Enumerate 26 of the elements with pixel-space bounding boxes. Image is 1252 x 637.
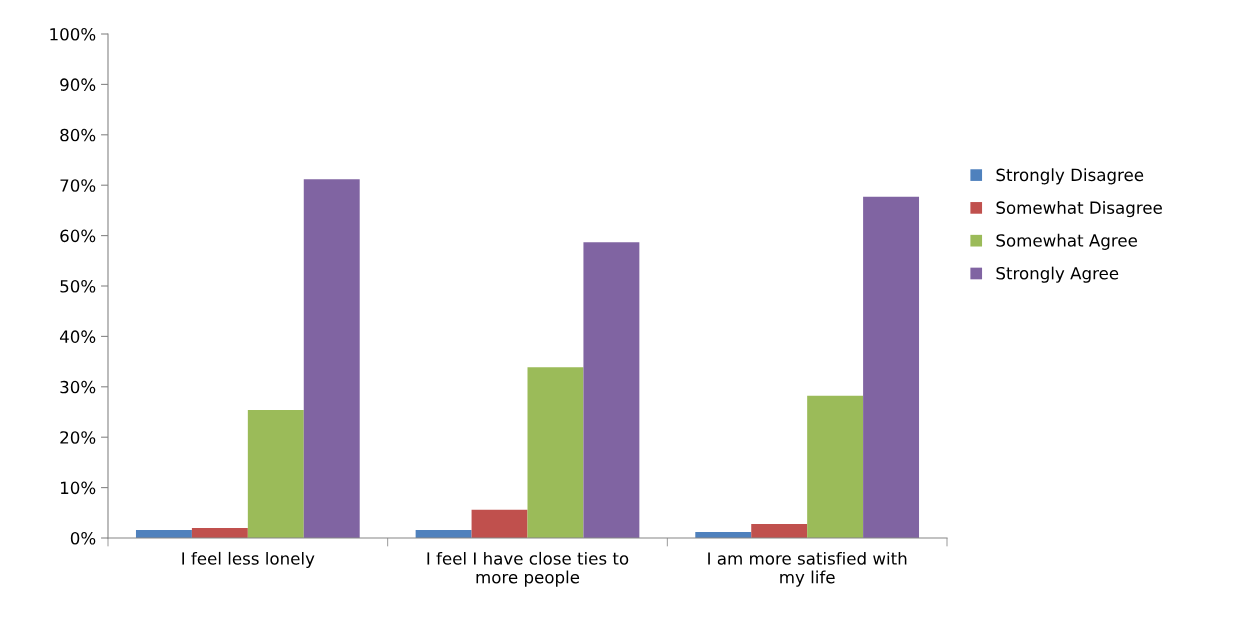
x-tick-label: I am more satisfied with my life [708, 551, 907, 587]
legend-label: Somewhat Disagree [996, 201, 1162, 218]
legend-label: Somewhat Agree [996, 233, 1137, 250]
x-tick-label: I feel less lonely [182, 551, 315, 569]
y-tick-label: 20% [60, 431, 96, 444]
bar [247, 409, 304, 538]
bar [471, 509, 528, 538]
y-tick-label: 60% [60, 229, 96, 243]
y-tick-label: 0% [70, 531, 96, 545]
x-tick-label: I feel I have close ties to more people [427, 551, 629, 587]
bar [527, 367, 584, 538]
y-tick-label: 100% [50, 27, 96, 41]
y-tick-label: 40% [59, 330, 96, 343]
y-tick-label: 30% [60, 380, 96, 394]
bar [807, 395, 864, 538]
y-tick-label: 70% [60, 179, 96, 192]
y-tick-label: 50% [60, 279, 96, 293]
legend-label: Strongly Agree [996, 266, 1119, 283]
y-tick-label: 90% [60, 78, 96, 91]
bar [751, 523, 808, 538]
bar [863, 196, 920, 538]
y-tick-label: 80% [60, 128, 96, 142]
y-tick-label: 10% [60, 481, 96, 495]
bar [583, 242, 640, 538]
bar [303, 179, 360, 538]
legend-label: Strongly Disagree [996, 168, 1144, 185]
